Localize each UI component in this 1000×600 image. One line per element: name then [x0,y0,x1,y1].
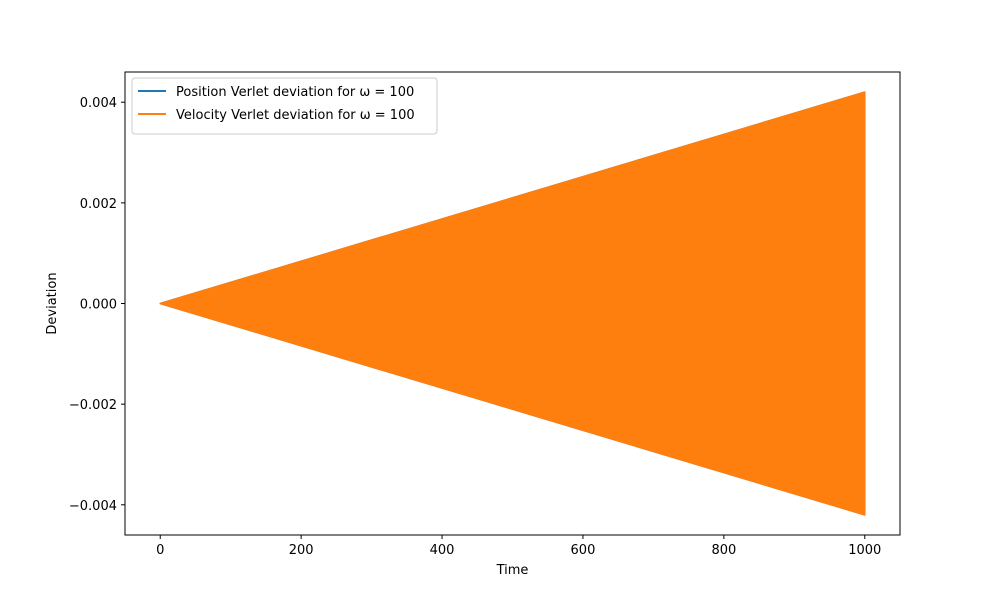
legend: Position Verlet deviation for ω = 100 Vel… [131,77,438,135]
legend-entry-label: Velocity Verlet deviation for ω = 100 [176,108,415,123]
x-tick-label: 800 [711,543,736,558]
x-tick-label: 1000 [848,543,881,558]
y-tick-label: −0.004 [69,499,117,514]
x-axis-label: Time [496,563,529,578]
y-tick-label: −0.002 [69,398,117,413]
y-tick-label: 0.004 [80,96,117,111]
axes-frame [124,71,901,536]
plot-area [159,91,866,516]
x-tick-label: 0 [156,543,164,558]
x-tick-label: 200 [289,543,314,558]
x-tick-label: 400 [430,543,455,558]
y-axis-ticks: −0.004 −0.002 0.000 0.002 0.004 [69,96,125,514]
x-tick-label: 600 [571,543,596,558]
legend-entry-label: Position Verlet deviation for ω = 100 [176,85,414,100]
x-axis-ticks: 0 200 400 600 800 1000 [156,535,881,558]
legend-box [131,77,438,135]
y-tick-label: 0.002 [80,197,117,212]
series-2-line [159,91,866,516]
y-axis-label: Deviation [45,272,60,334]
y-tick-label: 0.000 [80,298,117,313]
